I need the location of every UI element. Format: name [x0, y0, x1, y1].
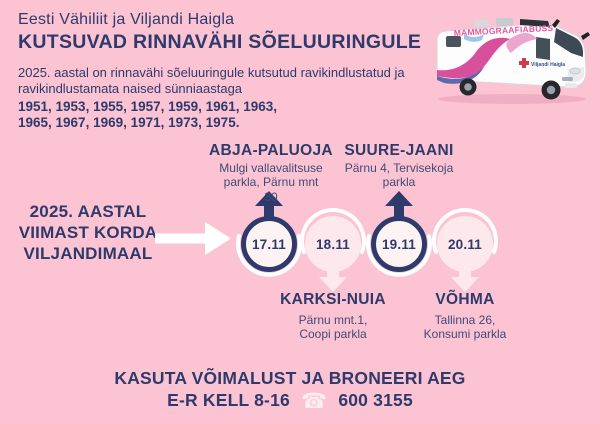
bus-wheel-hub: [546, 85, 556, 95]
phone-number: 600 3155: [338, 390, 413, 410]
date-label: 19.11: [381, 236, 417, 252]
stop-address-suure-jaani: Pärnu 4, Tervisekoja parkla: [344, 161, 454, 190]
bus-mirror: [581, 32, 590, 40]
stop-name-karksi-nuia: KARKSI-NUIA: [280, 291, 386, 308]
stop-address-karksi-nuia: Pärnu mnt.1, Coopi parkla: [298, 313, 368, 342]
date-circle-18-11: 18.11: [305, 216, 361, 272]
hospital-logo-text: Viljandi Haigla: [531, 62, 565, 68]
booking-details: E-R KELL 8-16 ☎ 600 3155: [40, 389, 540, 413]
bus-roof-rack: [520, 19, 550, 27]
hospital-cross-icon: [519, 58, 529, 68]
bus-roof-vent: [474, 20, 489, 27]
bus-door-window: [536, 37, 550, 60]
booking-headline: KASUTA VÕIMALUST JA BRONEERI AEG: [114, 368, 466, 388]
booking-hours: E-R KELL 8-16: [167, 390, 290, 410]
years-line-2: 1965, 1967, 1969, 1971, 1973, 1975.: [18, 115, 240, 131]
stop-address-abja-paluoja: Mulgi vallavalitsuse parkla, Pärnu mnt 3…: [219, 161, 323, 204]
bus-pink-swirl: [437, 37, 510, 79]
callout-line-3: VILJANDIMAAL: [23, 244, 153, 264]
up-arrow-icon: [385, 191, 413, 217]
years-line-1: 1951, 1953, 1955, 1957, 1959, 1961, 1963…: [18, 99, 277, 115]
bus-windshield: [554, 28, 583, 57]
callout-line-2: VIIMAST KORDA: [18, 223, 158, 243]
date-circle-20-11: 20.11: [437, 216, 493, 272]
page-title: KUTSUVAD RINNAVÄHI SÕELUURINGULE: [18, 31, 422, 53]
bus-light-pink-swirl: [506, 33, 537, 53]
bus-grille: [562, 77, 573, 81]
phone-icon: ☎: [300, 389, 328, 413]
stop-address-vohma: Tallinna 26, Konsumi parkla: [423, 313, 507, 342]
bus-license-plate: [565, 83, 577, 88]
bus-blue-accent: [464, 34, 484, 42]
last-time-callout: 2025. AASTAL VIIMAST KORDA VILJANDIMAAL: [8, 201, 168, 264]
bus-shadow: [438, 94, 586, 104]
stop-name-suure-jaani: SUURE-JAANI: [344, 142, 454, 159]
stop-name-abja-paluoja: ABJA-PALUOJA: [209, 142, 333, 159]
bus-rear-window: [446, 36, 461, 47]
date-label: 17.11: [251, 236, 287, 252]
organization-line: Eesti Vähiliit ja Viljandi Haigla: [18, 11, 235, 28]
intro-block: 2025. aastal on rinnavähi sõeluuringule …: [18, 65, 470, 132]
viljandi-haigla-logo: Viljandi Haigla: [519, 58, 565, 68]
bus-mirror: [552, 19, 560, 28]
date-label: 20.11: [447, 236, 483, 252]
date-label: 18.11: [315, 236, 351, 252]
stop-name-vohma: VÕHMA: [435, 291, 495, 308]
bus-blue-swirl: [437, 67, 484, 84]
date-circle-17-11: 17.11: [241, 216, 297, 272]
bus-wheel-hub: [464, 83, 472, 91]
date-circle-19-11: 19.11: [371, 216, 427, 272]
callout-line-1: 2025. AASTAL: [29, 202, 147, 221]
bus-roof-vent: [496, 18, 513, 26]
mammography-bus-image: MAMMOGRAAFIABUSS Viljandi Haigla: [436, 18, 590, 104]
intro-text: 2025. aastal on rinnavähi sõeluuringule …: [18, 65, 405, 97]
bus-headlight: [569, 67, 581, 75]
